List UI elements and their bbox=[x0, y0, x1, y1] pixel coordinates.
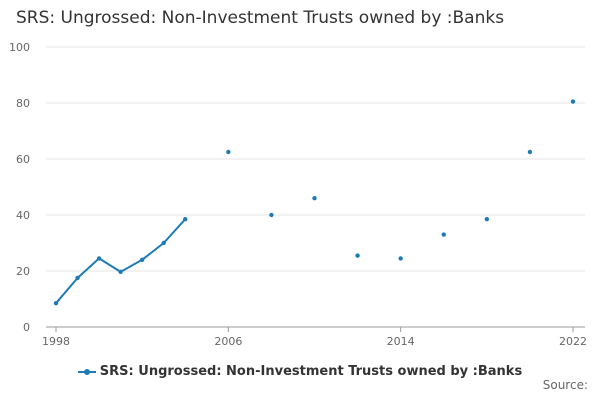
axes: 0 20 40 60 80 100 1998 2006 2014 2022 bbox=[9, 41, 587, 348]
series-line-segment bbox=[55, 277, 79, 305]
data-point bbox=[527, 149, 533, 155]
data-point bbox=[398, 256, 403, 261]
data-point bbox=[183, 217, 188, 222]
legend-line-marker-icon bbox=[77, 367, 96, 377]
data-point bbox=[355, 253, 360, 258]
series-line-segment bbox=[162, 218, 187, 244]
x-tick-label: 2006 bbox=[214, 335, 242, 348]
x-tick-label: 2022 bbox=[559, 335, 587, 348]
y-tick-label: 20 bbox=[16, 265, 30, 278]
data-point bbox=[75, 275, 80, 281]
series-line-segment bbox=[119, 258, 144, 273]
legend-label: SRS: Ungrossed: Non-Investment Trusts ow… bbox=[99, 364, 523, 379]
x-tick-label: 2014 bbox=[387, 335, 415, 348]
series-line-segment bbox=[98, 257, 122, 273]
data-point bbox=[53, 301, 59, 306]
source-label: Source: bbox=[542, 378, 588, 392]
gridlines bbox=[46, 46, 585, 272]
x-tick-label: 1998 bbox=[42, 335, 70, 348]
y-tick-label: 60 bbox=[16, 153, 30, 166]
data-point bbox=[269, 212, 274, 218]
series-line-segment bbox=[141, 242, 165, 261]
y-tick-label: 0 bbox=[23, 321, 30, 334]
data-point bbox=[312, 196, 317, 201]
data-point bbox=[226, 149, 231, 155]
series-points bbox=[53, 99, 576, 306]
data-point bbox=[484, 217, 490, 222]
y-tick-label: 100 bbox=[9, 41, 30, 54]
series-lines bbox=[55, 218, 187, 305]
legend[interactable]: SRS: Ungrossed: Non-Investment Trusts ow… bbox=[0, 364, 600, 379]
data-point bbox=[161, 240, 166, 246]
data-point bbox=[118, 269, 123, 275]
chart-title: SRS: Ungrossed: Non-Investment Trusts ow… bbox=[16, 8, 505, 28]
data-point bbox=[139, 257, 145, 262]
data-point bbox=[441, 232, 446, 237]
data-point bbox=[96, 256, 102, 261]
data-point bbox=[570, 99, 576, 104]
y-tick-label: 40 bbox=[16, 209, 30, 222]
series-line-segment bbox=[76, 257, 101, 279]
y-tick-label: 80 bbox=[16, 97, 30, 110]
